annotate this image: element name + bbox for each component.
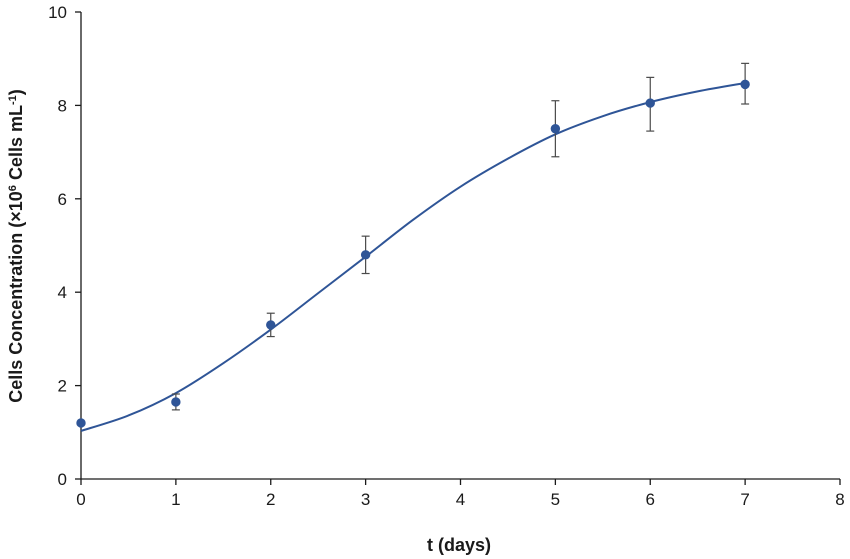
x-tick-label: 0 xyxy=(76,490,85,509)
y-tick-label: 10 xyxy=(48,3,67,22)
y-axis-title-main: Cells Concentration (×10 xyxy=(6,191,26,403)
data-point xyxy=(550,124,561,134)
data-point xyxy=(76,418,86,428)
data-point xyxy=(360,250,371,260)
x-tick-label: 3 xyxy=(361,490,370,509)
y-axis-title-sup1: 6 xyxy=(7,185,19,191)
y-tick-label: 6 xyxy=(58,190,67,209)
data-point xyxy=(740,79,750,90)
y-tick-label: 0 xyxy=(58,470,67,489)
data-point xyxy=(645,98,655,108)
series-layer xyxy=(76,62,750,432)
y-tick-label: 2 xyxy=(58,377,67,396)
x-tick-label: 5 xyxy=(551,490,560,509)
x-tick-label: 4 xyxy=(456,490,465,509)
x-tick-label: 8 xyxy=(835,490,844,509)
axes xyxy=(80,12,840,480)
y-axis-ticks: 0 2 4 6 8 10 xyxy=(48,3,81,489)
y-tick-label: 4 xyxy=(58,283,67,302)
x-tick-label: 2 xyxy=(266,490,275,509)
x-tick-label: 1 xyxy=(171,490,180,509)
data-point xyxy=(266,320,276,330)
x-tick-label: 6 xyxy=(646,490,655,509)
y-axis-title-mid: Cells mL xyxy=(6,105,26,185)
x-tick-label: 7 xyxy=(740,490,749,509)
y-axis-title: Cells Concentration (×106 Cells mL-1) xyxy=(6,89,26,403)
data-point xyxy=(171,397,181,407)
y-axis-title-end: ) xyxy=(6,89,26,95)
x-axis-title: t (days) xyxy=(427,535,491,555)
x-axis-ticks: 0 1 2 3 4 5 6 7 8 xyxy=(76,479,845,509)
y-axis-title-sup2: -1 xyxy=(7,95,19,105)
y-tick-label: 8 xyxy=(58,96,67,115)
fit-curve-line xyxy=(80,81,746,432)
